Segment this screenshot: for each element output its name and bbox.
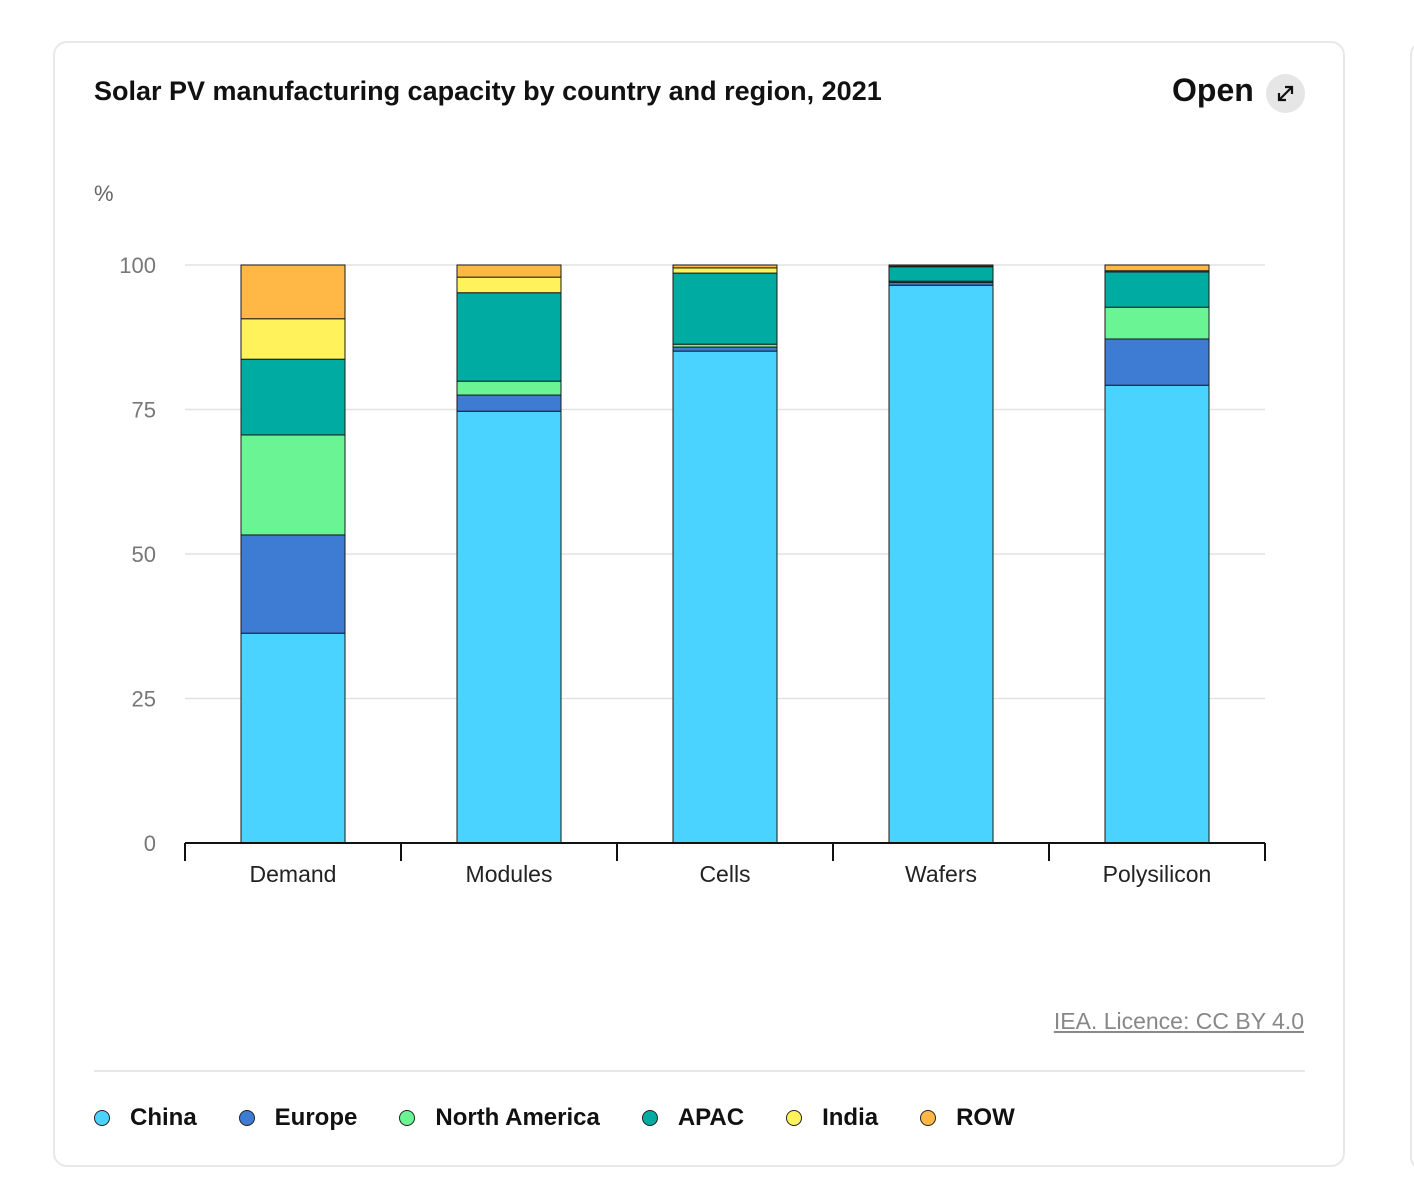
x-tick-label: Polysilicon <box>1103 861 1212 887</box>
bar-segment-row <box>672 264 778 269</box>
bar-segment-china <box>456 410 562 844</box>
stacked-bar-chart: % 0 25 50 75 100 Demand Modules Cells Wafers Polys… <box>94 181 1266 887</box>
bar-segment-apac <box>888 266 994 282</box>
bar-segment-europe <box>672 346 778 352</box>
bar-segment-europe <box>240 534 346 634</box>
y-tick-label: 25 <box>132 687 156 712</box>
divider <box>94 1070 1305 1072</box>
bar-segment-north-america <box>240 434 346 536</box>
bar-segment-india <box>456 276 562 294</box>
legend-label: China <box>130 1104 197 1131</box>
bar-segment-europe <box>456 394 562 412</box>
bar-segment-row <box>456 264 562 278</box>
bar-segment-apac <box>456 292 562 382</box>
y-tick-label: 0 <box>144 831 156 856</box>
chart-title: Solar PV manufacturing capacity by count… <box>94 76 882 106</box>
bar-segment-row <box>240 264 346 320</box>
bar-segment-apac <box>1104 271 1210 308</box>
y-tick-label: 75 <box>132 398 156 423</box>
bar-segment-china <box>240 632 346 844</box>
legend-dot-icon <box>238 1110 255 1126</box>
x-tick-label: Wafers <box>905 861 977 887</box>
x-tick-label: Demand <box>250 861 337 887</box>
expand-icon[interactable] <box>1266 74 1305 113</box>
bar-segment-china <box>888 284 994 844</box>
bar-segment-row <box>1104 264 1210 272</box>
x-tick-label: Cells <box>699 861 750 887</box>
legend-dot-icon <box>786 1110 803 1126</box>
bar-segment-row <box>888 264 994 267</box>
legend-label: Europe <box>274 1104 358 1131</box>
legend-item-europe[interactable]: Europe <box>238 1104 358 1132</box>
bar-segment-north-america <box>456 380 562 396</box>
bar-segment-china <box>1104 384 1210 844</box>
legend-dot-icon <box>399 1110 416 1126</box>
bar-segment-europe <box>1104 338 1210 386</box>
legend-dot-icon <box>920 1110 937 1126</box>
legend-label: India <box>822 1104 879 1131</box>
legend-dot-icon <box>641 1110 658 1126</box>
bar-segment-india <box>240 318 346 360</box>
legend-item-china[interactable]: China <box>94 1104 197 1132</box>
open-link[interactable]: Open <box>1172 72 1254 108</box>
legend-item-row[interactable]: ROW <box>920 1104 1015 1132</box>
bar-segment-china <box>672 350 778 844</box>
legend-item-india[interactable]: India <box>786 1104 878 1132</box>
bar-segment-north-america <box>1104 306 1210 340</box>
x-tick-label: Modules <box>466 861 553 887</box>
chart-card <box>53 41 1345 1167</box>
bar-segment-india <box>672 267 778 274</box>
legend-label: North America <box>435 1104 600 1131</box>
legend-item-north-america[interactable]: North America <box>399 1104 600 1132</box>
licence-link[interactable]: IEA. Licence: CC BY 4.0 <box>1053 1008 1304 1034</box>
y-tick-label: 50 <box>132 542 156 567</box>
bar-segment-apac <box>240 358 346 436</box>
legend-label: ROW <box>956 1104 1015 1131</box>
legend-dot-icon <box>94 1110 110 1126</box>
y-tick-label: 100 <box>119 253 156 278</box>
legend: China Europe North America APAC India ROW <box>94 1104 1057 1132</box>
y-axis-label: % <box>94 181 114 206</box>
legend-label: APAC <box>677 1104 745 1131</box>
bar-segment-apac <box>672 272 778 345</box>
legend-item-apac[interactable]: APAC <box>641 1104 745 1132</box>
